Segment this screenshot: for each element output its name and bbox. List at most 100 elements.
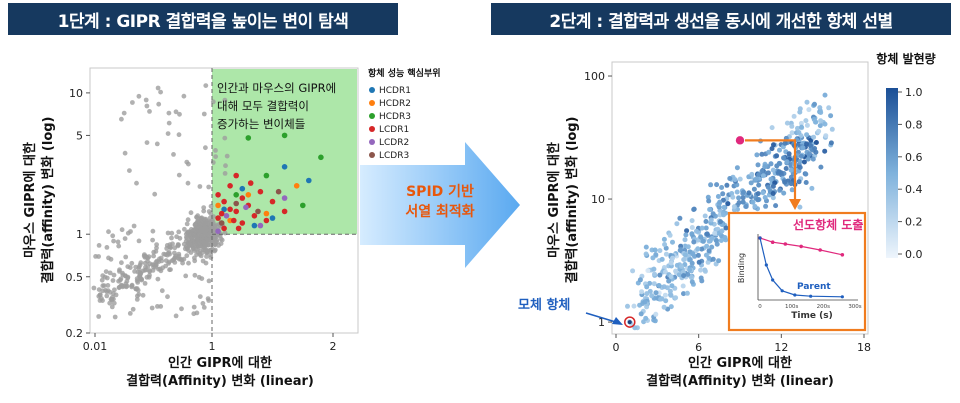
background-point [156, 266, 161, 272]
background-point [129, 260, 135, 266]
background-point [175, 242, 181, 247]
expression-point [649, 293, 655, 299]
cdr-point-lcdr1 [233, 172, 239, 179]
cdr-point-hcdr3 [245, 135, 252, 141]
cdr-point-lcdr1 [218, 210, 225, 217]
parent-curve-point [809, 294, 813, 298]
background-point [147, 268, 153, 273]
cdr-point-lcdr1 [233, 208, 239, 215]
right-scatter-chart: 0 6 12 18 100 10 1 인간 GIPR에 대한 결합력(Affinity) … [518, 51, 936, 389]
cdr-point-hcdr3 [281, 132, 288, 139]
background-point [121, 110, 127, 116]
cdr-point-hcdr1 [239, 185, 246, 192]
background-point [154, 141, 160, 147]
expression-point [782, 179, 788, 185]
background-point [173, 313, 179, 319]
background-point [125, 275, 131, 281]
background-point [93, 254, 98, 259]
cdr-point-lcdr1 [221, 198, 227, 205]
annotation-line-1: 인간과 마우스의 GIPR에 [217, 81, 336, 95]
cdr-point-lcdr1 [227, 183, 233, 189]
cdr-point-lcdr2 [257, 222, 264, 229]
background-point [111, 238, 116, 244]
background-point [197, 248, 203, 254]
background-point [184, 253, 190, 259]
expression-point [659, 256, 665, 262]
background-point [117, 267, 122, 273]
y-tick-label: 10 [591, 193, 605, 206]
right-x-ticks: 0 6 12 18 [613, 334, 871, 354]
expression-point [676, 272, 682, 278]
background-point [207, 248, 213, 253]
expression-point [800, 145, 806, 151]
background-point [153, 249, 159, 254]
right-ylabel-line-1: 마우스 GIPR에 대한 [546, 142, 562, 258]
cdr-point-lcdr1 [227, 206, 233, 213]
background-point [201, 208, 207, 214]
inset-x-tick-label: 100s [785, 304, 798, 310]
background-point [136, 266, 142, 271]
expression-point [803, 118, 809, 124]
background-point [201, 305, 207, 310]
background-point [184, 221, 190, 227]
expression-point [773, 203, 779, 209]
y-tick-label: 1 [598, 316, 605, 329]
expression-point [776, 160, 782, 166]
background-point [143, 97, 149, 103]
cdr-point-lcdr1 [239, 220, 246, 226]
parent-antibody-point [627, 320, 632, 325]
background-point [154, 242, 160, 248]
expression-point [791, 113, 797, 119]
background-point [165, 131, 171, 137]
expression-point [703, 252, 709, 258]
y-tick-label: 5 [76, 129, 83, 142]
expression-point [804, 122, 810, 128]
expression-point [754, 152, 760, 158]
expression-point [683, 232, 689, 238]
background-point [120, 270, 125, 276]
expression-point [667, 232, 673, 238]
colorbar-title: 항체 발현량 [876, 51, 935, 66]
expression-point [796, 130, 802, 135]
expression-point [818, 110, 824, 115]
expression-point [709, 244, 715, 250]
background-point [115, 239, 121, 245]
legend-entry: HCDR2 [379, 99, 411, 109]
expression-point [689, 260, 695, 266]
expression-point [756, 172, 762, 178]
background-point [119, 116, 124, 122]
background-point [137, 262, 143, 268]
parent-curve-point [758, 236, 762, 240]
expression-point [770, 195, 776, 201]
expression-point [817, 105, 823, 111]
background-point [176, 229, 182, 235]
lead-callout-arrowhead [789, 199, 801, 210]
expression-point [630, 268, 636, 274]
expression-point [681, 257, 687, 263]
background-point [112, 287, 117, 293]
expression-point [695, 246, 701, 252]
expression-point [736, 195, 742, 201]
background-point [142, 281, 148, 286]
background-points [91, 83, 230, 320]
background-point [201, 205, 207, 211]
background-point [125, 264, 131, 269]
expression-point [722, 235, 728, 240]
cdr-point-lcdr1 [239, 195, 246, 201]
background-point [166, 120, 172, 126]
expression-point [775, 170, 781, 176]
expression-point [724, 182, 730, 188]
expression-point [721, 204, 727, 210]
background-point [135, 269, 141, 275]
background-point [218, 236, 224, 242]
expression-point [812, 146, 818, 151]
expression-point [829, 126, 835, 132]
expression-point [712, 230, 718, 236]
expression-point [699, 246, 705, 252]
expression-point [715, 194, 721, 199]
expression-point [755, 162, 761, 168]
expression-point [707, 207, 713, 212]
background-point [109, 304, 115, 310]
expression-point [705, 259, 711, 265]
background-point [188, 210, 194, 216]
